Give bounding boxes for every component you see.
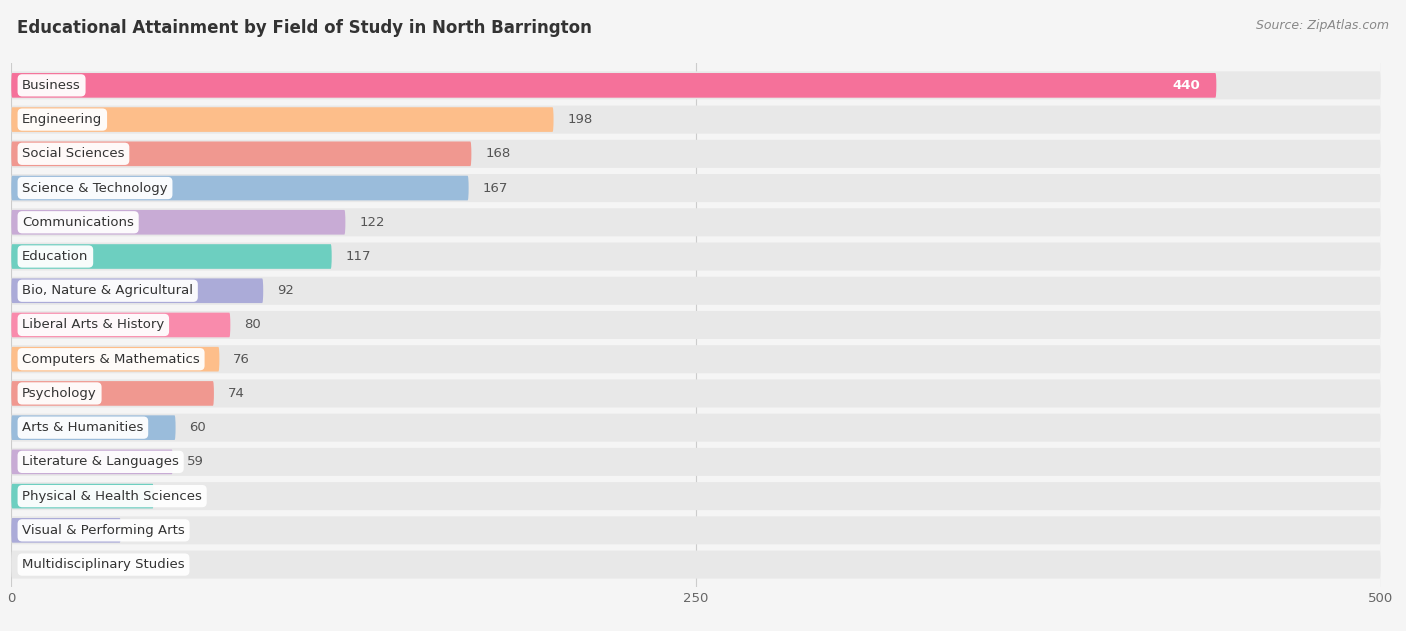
Text: Literature & Languages: Literature & Languages [22,456,179,468]
FancyBboxPatch shape [11,449,173,475]
FancyBboxPatch shape [11,550,1381,579]
Text: Educational Attainment by Field of Study in North Barrington: Educational Attainment by Field of Study… [17,19,592,37]
Text: 80: 80 [245,319,260,331]
Text: Computers & Mathematics: Computers & Mathematics [22,353,200,366]
FancyBboxPatch shape [11,140,1381,168]
FancyBboxPatch shape [11,71,1381,100]
FancyBboxPatch shape [11,516,1381,545]
Text: Communications: Communications [22,216,134,229]
FancyBboxPatch shape [11,484,153,509]
FancyBboxPatch shape [11,277,1381,305]
FancyBboxPatch shape [11,73,1216,98]
FancyBboxPatch shape [11,345,1381,373]
Text: 117: 117 [346,250,371,263]
Text: Bio, Nature & Agricultural: Bio, Nature & Agricultural [22,284,193,297]
Text: Liberal Arts & History: Liberal Arts & History [22,319,165,331]
Text: Science & Technology: Science & Technology [22,182,167,194]
FancyBboxPatch shape [11,208,1381,236]
Text: 60: 60 [190,421,207,434]
FancyBboxPatch shape [11,174,1381,202]
FancyBboxPatch shape [11,278,263,303]
FancyBboxPatch shape [11,175,468,201]
Text: 198: 198 [567,113,592,126]
Text: 440: 440 [1173,79,1199,92]
FancyBboxPatch shape [11,242,1381,271]
FancyBboxPatch shape [11,482,1381,510]
FancyBboxPatch shape [11,381,214,406]
Text: Multidisciplinary Studies: Multidisciplinary Studies [22,558,184,571]
Text: 74: 74 [228,387,245,400]
FancyBboxPatch shape [11,210,346,235]
Text: Source: ZipAtlas.com: Source: ZipAtlas.com [1256,19,1389,32]
Text: Arts & Humanities: Arts & Humanities [22,421,143,434]
FancyBboxPatch shape [11,415,176,440]
Text: 52: 52 [167,490,184,503]
Text: 167: 167 [482,182,508,194]
FancyBboxPatch shape [11,107,554,132]
FancyBboxPatch shape [11,141,471,166]
FancyBboxPatch shape [11,414,1381,442]
FancyBboxPatch shape [11,244,332,269]
FancyBboxPatch shape [11,347,219,372]
FancyBboxPatch shape [11,379,1381,408]
Text: 59: 59 [187,456,204,468]
FancyBboxPatch shape [11,448,1381,476]
Text: Social Sciences: Social Sciences [22,147,125,160]
Text: Engineering: Engineering [22,113,103,126]
Text: Psychology: Psychology [22,387,97,400]
Text: 92: 92 [277,284,294,297]
FancyBboxPatch shape [11,105,1381,134]
Text: Physical & Health Sciences: Physical & Health Sciences [22,490,202,503]
Text: 0: 0 [25,558,34,571]
Text: Visual & Performing Arts: Visual & Performing Arts [22,524,186,537]
FancyBboxPatch shape [11,518,121,543]
Text: 40: 40 [135,524,152,537]
Text: 76: 76 [233,353,250,366]
FancyBboxPatch shape [11,311,1381,339]
Text: 122: 122 [359,216,385,229]
Text: Education: Education [22,250,89,263]
Text: 168: 168 [485,147,510,160]
Text: Business: Business [22,79,82,92]
FancyBboxPatch shape [11,312,231,338]
